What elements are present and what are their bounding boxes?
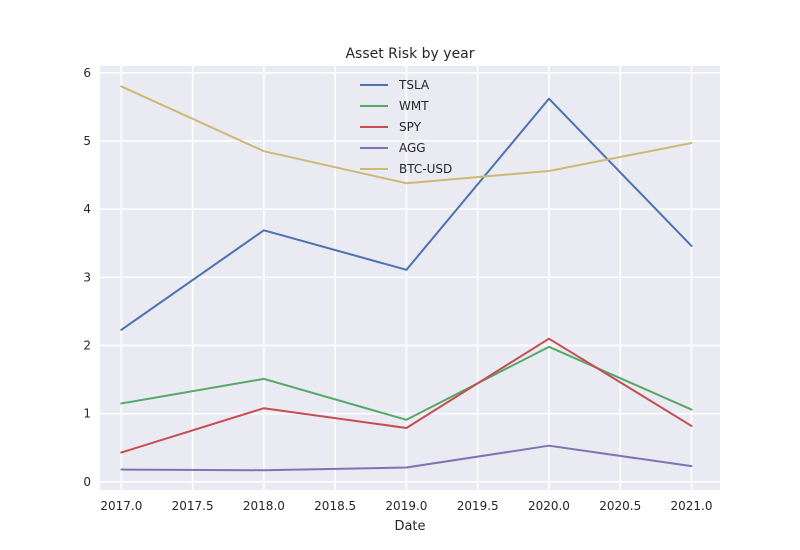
y-tick-label: 6 — [83, 66, 91, 80]
series-line-tsla — [120, 97, 693, 331]
y-tick-label: 5 — [83, 134, 91, 148]
series-line-spy — [120, 337, 693, 454]
series-lines — [120, 85, 693, 472]
x-tick-label: 2018.0 — [243, 499, 285, 513]
grid — [100, 66, 720, 490]
y-tick-label: 3 — [83, 270, 91, 284]
x-tick-labels: 2017.0 2017.5 2018.0 2018.5 2019.0 2019.5 2020… — [100, 499, 712, 513]
x-tick-label: 2019.5 — [457, 499, 499, 513]
legend-label-tsla: TSLA — [398, 78, 430, 92]
x-tick-label: 2020.5 — [599, 499, 641, 513]
legend-label-btc-usd: BTC-USD — [399, 162, 452, 176]
x-tick-label: 2017.0 — [100, 499, 142, 513]
x-tick-label: 2018.5 — [314, 499, 356, 513]
x-tick-label: 2021.0 — [670, 499, 712, 513]
legend-label-wmt: WMT — [399, 99, 429, 113]
legend-label-agg: AGG — [399, 141, 426, 155]
series-line-btc-usd — [120, 85, 693, 185]
y-tick-labels: 0 1 2 3 4 5 6 — [83, 66, 91, 489]
y-tick-label: 2 — [83, 338, 91, 352]
x-tick-label: 2017.5 — [172, 499, 214, 513]
legend-label-spy: SPY — [399, 120, 422, 134]
x-axis-title: Date — [394, 519, 425, 534]
x-tick-label: 2019.0 — [385, 499, 427, 513]
series-line-agg — [120, 444, 693, 472]
y-tick-label: 1 — [83, 407, 91, 421]
y-tick-label: 4 — [83, 202, 91, 216]
y-tick-label: 0 — [83, 475, 91, 489]
legend: TSLA WMT SPY AGG BTC-USD — [360, 78, 452, 176]
chart-title: Asset Risk by year — [345, 46, 474, 62]
x-tick-label: 2020.0 — [528, 499, 570, 513]
